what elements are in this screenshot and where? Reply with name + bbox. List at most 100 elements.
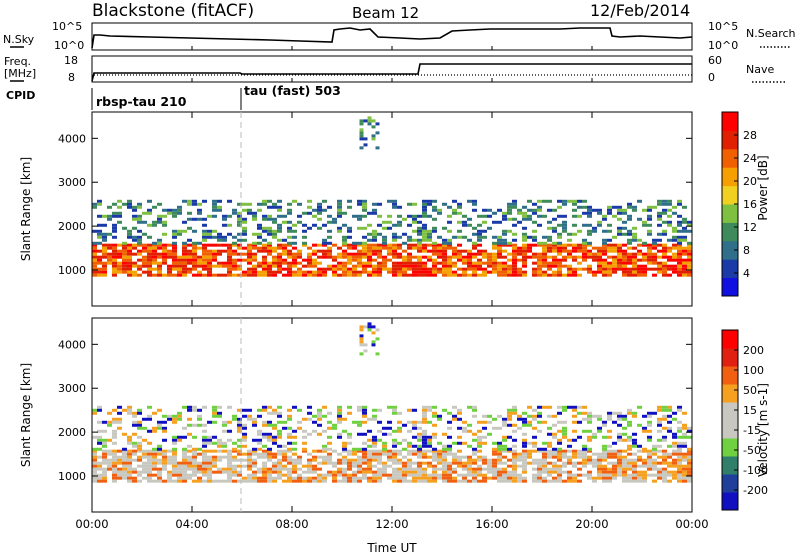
heatmap-cell xyxy=(352,267,357,271)
heatmap-cell xyxy=(97,232,102,236)
heatmap-cell xyxy=(487,414,492,418)
heatmap-cell xyxy=(677,458,682,462)
heatmap-cell xyxy=(487,476,492,480)
heatmap-cell xyxy=(447,435,452,439)
heatmap-cell xyxy=(297,267,302,271)
heatmap-cell xyxy=(427,255,432,259)
heatmap-cell xyxy=(347,205,352,209)
heatmap-cell xyxy=(367,270,372,274)
heatmap-cell xyxy=(182,243,187,247)
heatmap-cell xyxy=(517,258,522,262)
heatmap-cell xyxy=(492,461,497,465)
heatmap-cell xyxy=(657,417,662,421)
heatmap-cell xyxy=(627,476,632,480)
heatmap-cell xyxy=(137,267,142,271)
heatmap-cell xyxy=(162,429,167,433)
heatmap-cell xyxy=(202,243,207,247)
heatmap-cell xyxy=(682,455,687,459)
heatmap-cell xyxy=(437,473,442,477)
heatmap-cell xyxy=(437,255,442,259)
heatmap-cell xyxy=(592,464,597,468)
heatmap-cell xyxy=(197,447,202,451)
heatmap-cell xyxy=(247,202,252,206)
heatmap-cell xyxy=(412,220,417,224)
heatmap-cell xyxy=(332,264,337,268)
heatmap-cell xyxy=(512,261,517,265)
heatmap-cell xyxy=(227,255,232,259)
heatmap-cell xyxy=(312,458,317,462)
heatmap-cell xyxy=(277,420,282,424)
heatmap-cell xyxy=(207,435,212,439)
heatmap-cell xyxy=(272,249,277,253)
heatmap-cell xyxy=(457,235,462,239)
heatmap-cell xyxy=(662,476,667,480)
heatmap-cell xyxy=(127,405,132,409)
heatmap-cell xyxy=(177,476,182,480)
heatmap-cell xyxy=(682,470,687,474)
heatmap-cell xyxy=(292,273,297,277)
heatmap-cell xyxy=(622,273,627,277)
heatmap-cell xyxy=(617,208,622,212)
heatmap-cell xyxy=(287,435,292,439)
heatmap-cell xyxy=(497,267,502,271)
heatmap-cell xyxy=(367,429,372,433)
heatmap-cell xyxy=(242,238,247,242)
heatmap-cell xyxy=(359,337,364,341)
heatmap-cell xyxy=(147,441,152,445)
heatmap-cell xyxy=(497,470,502,474)
heatmap-cell xyxy=(402,461,407,465)
heatmap-cell xyxy=(357,243,362,247)
heatmap-cell xyxy=(407,214,412,218)
heatmap-cell xyxy=(632,476,637,480)
heatmap-cell xyxy=(662,220,667,224)
heatmap-cell xyxy=(247,211,252,215)
heatmap-cell xyxy=(507,447,512,451)
heatmap-cell xyxy=(97,441,102,445)
heatmap-cell xyxy=(497,473,502,477)
heatmap-cell xyxy=(237,202,242,206)
heatmap-cell xyxy=(532,441,537,445)
heatmap-cell xyxy=(647,249,652,253)
heatmap-cell xyxy=(407,452,412,456)
heatmap-cell xyxy=(247,208,252,212)
heatmap-cell xyxy=(407,479,412,483)
heatmap-cell xyxy=(242,408,247,412)
heatmap-cell xyxy=(472,267,477,271)
heatmap-cell xyxy=(492,246,497,250)
heatmap-cell xyxy=(642,426,647,430)
heatmap-cell xyxy=(472,246,477,250)
heatmap-cell xyxy=(122,473,127,477)
heatmap-cell xyxy=(447,476,452,480)
heatmap-cell xyxy=(277,470,282,474)
heatmap-cell xyxy=(147,464,152,468)
heatmap-cell xyxy=(142,438,147,442)
heatmap-cell xyxy=(667,414,672,418)
heatmap-cell xyxy=(632,238,637,242)
heatmap-cell xyxy=(462,258,467,262)
heatmap-cell xyxy=(217,235,222,239)
heatmap-cell xyxy=(337,273,342,277)
heatmap-cell xyxy=(437,270,442,274)
heatmap-cell xyxy=(97,235,102,239)
heatmap-cell xyxy=(387,452,392,456)
heatmap-cell xyxy=(572,249,577,253)
heatmap-cell xyxy=(492,476,497,480)
heatmap-cell xyxy=(282,249,287,253)
heatmap-cell xyxy=(307,476,312,480)
heatmap-cell xyxy=(667,258,672,262)
heatmap-cell xyxy=(537,461,542,465)
heatmap-cell xyxy=(677,220,682,224)
heatmap-cell xyxy=(632,270,637,274)
heatmap-cell xyxy=(117,411,122,415)
heatmap-cell xyxy=(182,229,187,233)
heatmap-cell xyxy=(617,414,622,418)
heatmap-cell xyxy=(452,208,457,212)
heatmap-cell xyxy=(152,467,157,471)
heatmap-cell xyxy=(227,246,232,250)
heatmap-cell xyxy=(127,461,132,465)
heatmap-cell xyxy=(187,473,192,477)
heatmap-cell xyxy=(417,273,422,277)
heatmap-cell xyxy=(452,414,457,418)
heatmap-cell xyxy=(252,214,257,218)
heatmap-cell xyxy=(547,249,552,253)
